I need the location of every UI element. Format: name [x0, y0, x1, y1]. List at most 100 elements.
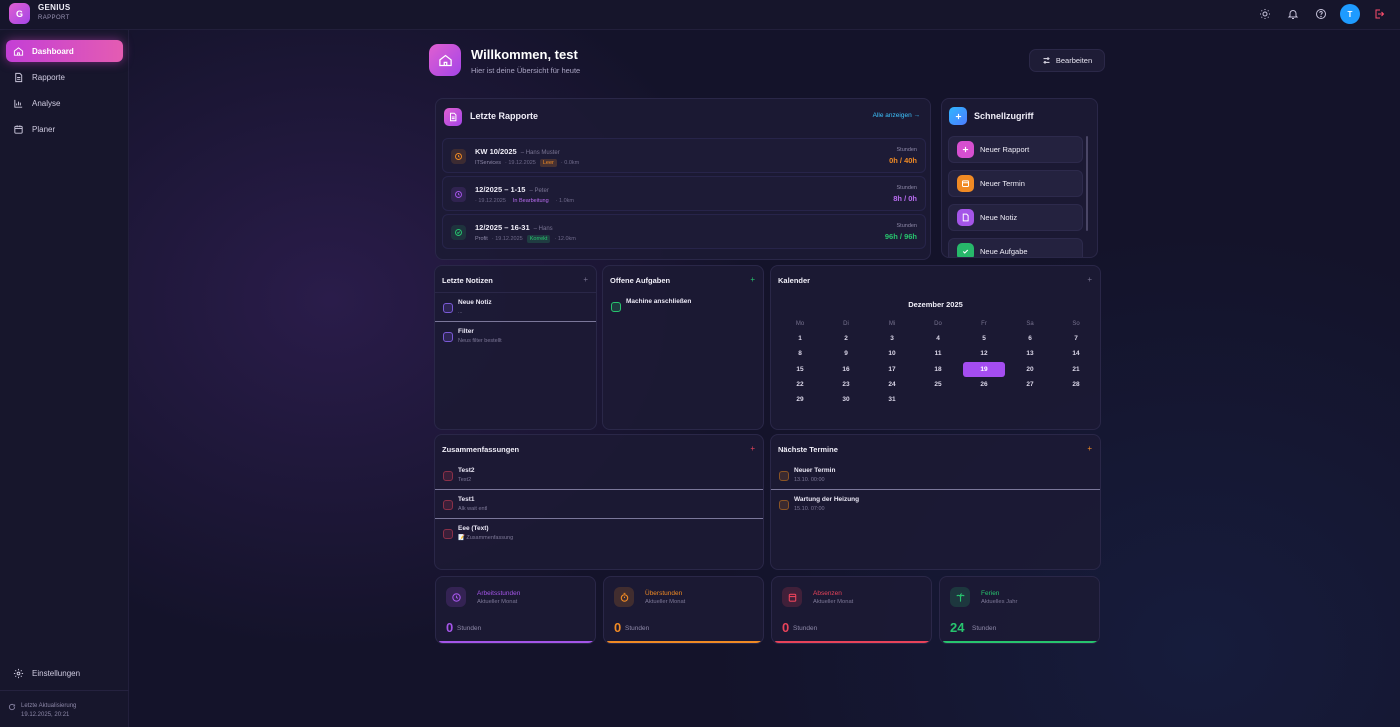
sidebar-item-label: Rapporte — [32, 72, 65, 82]
calendar-day[interactable]: 22 — [796, 380, 804, 388]
settings-label: Einstellungen — [32, 668, 81, 678]
calendar-day[interactable]: 25 — [934, 380, 942, 388]
stat-accent-bar — [943, 641, 1098, 643]
stat-overtime[interactable]: Überstunden Aktueller Monat 0 Stunden — [603, 576, 764, 644]
add-note-icon[interactable]: + — [583, 275, 588, 284]
calendar-day[interactable]: 31 — [888, 396, 896, 404]
user-avatar[interactable]: T — [1340, 4, 1360, 24]
calendar-day[interactable]: 3 — [890, 335, 894, 343]
calendar-day[interactable]: 16 — [842, 365, 850, 373]
calendar-month: Dezember 2025 — [908, 300, 963, 309]
calendar-day[interactable]: 23 — [842, 380, 850, 388]
report-title: KW 10/2025– Hans Muster — [475, 147, 560, 156]
recent-reports-card: Letzte Rapporte Alle anzeigen → KW 10/20… — [435, 98, 931, 260]
stat-accent-bar — [439, 641, 594, 643]
calendar-day[interactable]: 27 — [1026, 380, 1034, 388]
calendar-day[interactable]: 20 — [1026, 365, 1034, 373]
report-hours: Stunden 96h / 96h — [884, 223, 917, 241]
calendar-day[interactable]: 6 — [1028, 335, 1032, 343]
logout-icon[interactable] — [1370, 5, 1388, 23]
quick-access-scrollbar[interactable] — [1086, 136, 1088, 231]
sidebar-item-planer[interactable]: Planer — [6, 118, 123, 140]
dashboard-home-tile — [429, 44, 461, 76]
show-all-link[interactable]: Alle anzeigen → — [872, 112, 920, 119]
report-row[interactable]: 12/2025 – 16-31– Hans Profit · 19.12.202… — [442, 214, 926, 249]
next-appointments-card: Nächste Termine + Neuer Termin 13.10. 00… — [770, 434, 1101, 570]
sidebar-item-label: Dashboard — [32, 46, 74, 56]
report-meta: Profit · 19.12.2025 Korrekt · 12.0km — [475, 235, 576, 243]
stat-work-hours[interactable]: Arbeitsstunden Aktueller Monat 0 Stunden — [435, 576, 596, 644]
gear-icon — [13, 668, 24, 678]
stat-absences[interactable]: Absenzen Aktueller Monat 0 Stunden — [771, 576, 932, 644]
sidebar-item-rapporte[interactable]: Rapporte — [6, 66, 123, 88]
note-icon — [443, 332, 453, 342]
open-tasks-title: Offene Aufgaben — [610, 276, 671, 285]
calendar-day[interactable]: 18 — [934, 365, 942, 373]
add-summary-icon[interactable]: + — [750, 444, 755, 453]
edit-button[interactable]: Bearbeiten — [1029, 49, 1105, 72]
calendar-day[interactable]: 8 — [798, 350, 802, 358]
list-item[interactable]: Test2 Test2 — [435, 461, 763, 490]
calendar-weekday: So — [1072, 320, 1080, 327]
brand-subtitle: RAPPORT — [38, 15, 70, 21]
calendar-day[interactable]: 12 — [980, 350, 988, 358]
calendar-day[interactable]: 29 — [796, 396, 804, 404]
list-item[interactable]: Eee (Text) 📝 Zusammenfassung — [435, 519, 763, 548]
stat-accent-bar — [775, 641, 930, 643]
new-report-button[interactable]: Neuer Rapport — [948, 136, 1083, 163]
report-title: 12/2025 – 1-15– Peter — [475, 185, 549, 194]
list-item[interactable]: Neue Notiz ... — [435, 293, 596, 322]
calendar-day[interactable]: 17 — [888, 365, 896, 373]
calendar-day-today[interactable]: 19 — [963, 361, 1005, 377]
calendar-day[interactable]: 1 — [798, 335, 802, 343]
calendar-day[interactable]: 2 — [844, 335, 848, 343]
sidebar-item-settings[interactable]: Einstellungen — [6, 662, 123, 684]
calendar-day[interactable]: 5 — [982, 335, 986, 343]
calendar-weekday: Sa — [1026, 320, 1034, 327]
app-logo[interactable]: G — [9, 3, 30, 24]
theme-sun-icon[interactable] — [1256, 5, 1274, 23]
notification-bell-icon[interactable] — [1284, 5, 1302, 23]
edit-button-label: Bearbeiten — [1055, 56, 1093, 65]
list-item[interactable]: Neuer Termin 13.10. 00:00 — [771, 461, 1100, 490]
calendar-day[interactable]: 14 — [1072, 350, 1080, 358]
stat-accent-bar — [607, 641, 762, 643]
stat-vacation[interactable]: Ferien Aktuelles Jahr 24 Stunden — [939, 576, 1100, 644]
new-task-button[interactable]: Neue Aufgabe — [948, 238, 1083, 257]
new-note-button[interactable]: Neue Notiz — [948, 204, 1083, 231]
summary-icon — [443, 500, 453, 510]
status-badge: Leer — [539, 159, 557, 167]
sidebar-item-analyse[interactable]: Analyse — [6, 92, 123, 114]
calendar-day[interactable]: 13 — [1026, 350, 1034, 358]
sidebar-divider — [0, 690, 129, 691]
list-item[interactable]: Wartung der Heizung 15.10. 07:00 — [771, 490, 1100, 519]
calendar-weekday: Mo — [795, 320, 805, 327]
add-event-icon[interactable]: + — [1087, 275, 1092, 284]
calendar-day[interactable]: 10 — [888, 350, 896, 358]
calendar-day[interactable]: 11 — [934, 350, 942, 358]
refresh-icon[interactable] — [8, 703, 16, 711]
calendar-day[interactable]: 24 — [888, 380, 896, 388]
calendar-day[interactable]: 21 — [1072, 365, 1080, 373]
calendar-day[interactable]: 26 — [980, 380, 988, 388]
help-icon[interactable] — [1312, 5, 1330, 23]
task-checkbox-icon[interactable] — [611, 302, 621, 312]
calendar-day[interactable]: 7 — [1074, 335, 1078, 343]
calendar-day[interactable]: 30 — [842, 396, 850, 404]
add-appointment-icon[interactable]: + — [1087, 444, 1092, 453]
last-update-value: 19.12.2025, 20:21 — [21, 712, 70, 718]
calendar-day[interactable]: 4 — [936, 335, 940, 343]
calendar-day[interactable]: 28 — [1072, 380, 1080, 388]
list-item[interactable]: Filter Neus filter bestellt — [435, 322, 596, 351]
report-row[interactable]: KW 10/2025– Hans Muster ITServices · 19.… — [442, 138, 926, 173]
list-item[interactable]: Test1 Alk wait entl — [435, 490, 763, 519]
sidebar: Dashboard Rapporte Analyse Planer Einste… — [0, 30, 129, 727]
report-row[interactable]: 12/2025 – 1-15– Peter · 19.12.2025 In Be… — [442, 176, 926, 211]
add-task-icon[interactable]: + — [750, 275, 755, 284]
list-item[interactable]: Machine anschließen — [603, 292, 763, 321]
calendar-day[interactable]: 9 — [844, 350, 848, 358]
calendar-day[interactable]: 15 — [796, 365, 804, 373]
summary-icon — [443, 471, 453, 481]
sidebar-item-dashboard[interactable]: Dashboard — [6, 40, 123, 62]
new-appointment-button[interactable]: Neuer Termin — [948, 170, 1083, 197]
